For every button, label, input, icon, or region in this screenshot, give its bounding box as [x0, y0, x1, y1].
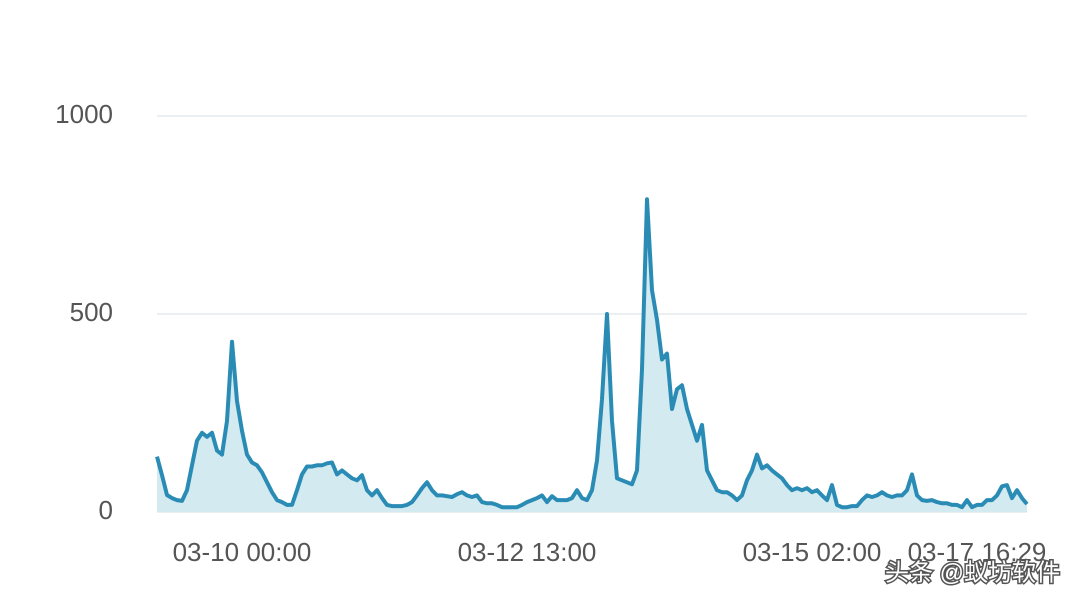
x-tick-label: 03-15 02:00 — [743, 537, 882, 567]
y-tick-label: 500 — [70, 297, 113, 327]
watermark: 头条 @蚁坊软件 — [885, 559, 1060, 586]
y-tick-label: 1000 — [55, 99, 113, 129]
x-tick-label: 03-10 00:00 — [173, 537, 312, 567]
y-tick-label: 0 — [99, 495, 113, 525]
area — [157, 199, 1027, 512]
x-tick-label: 03-17 16:29 — [908, 537, 1047, 567]
x-tick-label: 03-12 13:00 — [458, 537, 597, 567]
line — [155, 197, 1029, 510]
